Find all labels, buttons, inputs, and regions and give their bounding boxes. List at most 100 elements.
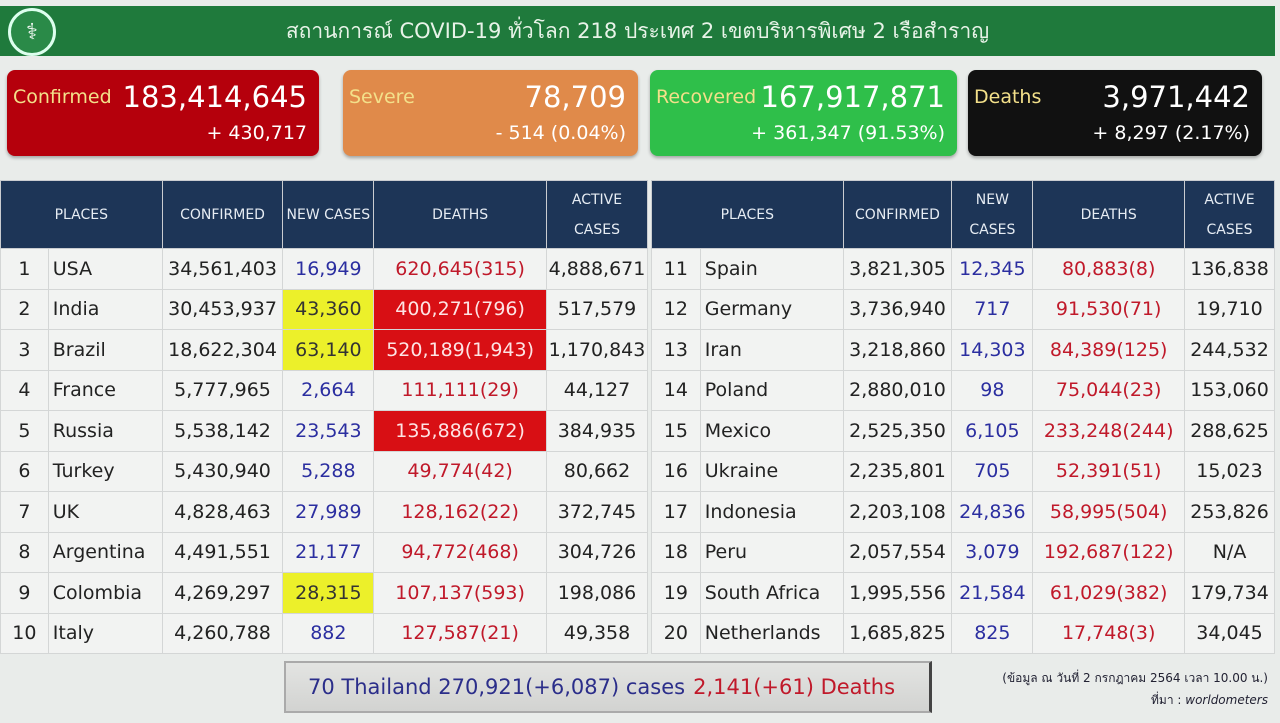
place-cell: Peru (699, 531, 844, 573)
source-name: worldometers (1185, 693, 1268, 707)
card-change: + 430,717 (206, 122, 307, 144)
new-cell: 21,177 (282, 531, 375, 573)
deaths-cell: 61,029(382) (1032, 572, 1186, 614)
rank-cell: 18 (651, 531, 701, 573)
confirmed-cell: 18,622,304 (161, 329, 284, 371)
place-cell: Russia (47, 410, 163, 452)
rank-cell: 2 (0, 288, 49, 330)
confirmed-cell: 34,561,403 (161, 248, 284, 290)
place-cell: India (47, 288, 163, 330)
table-row: 16 Ukraine 2,235,801 705 52,391(51) 15,023 (651, 450, 1275, 492)
table-row: 4 France 5,777,965 2,664 111,111(29) 44,127 (0, 369, 649, 411)
confirmed-cell: 4,269,297 (161, 572, 284, 614)
new-cell: 28,315 (282, 572, 375, 614)
column-header: NEW CASES (282, 180, 375, 249)
column-header: CONFIRMED (842, 180, 953, 249)
confirmed-cell: 2,880,010 (842, 369, 953, 411)
deaths-card: Deaths 3,971,442 + 8,297 (2.17%) (968, 70, 1262, 156)
confirmed-cell: 2,235,801 (842, 450, 953, 492)
confirmed-cell: 3,821,305 (842, 248, 953, 290)
new-cell: 717 (951, 288, 1034, 330)
active-cell: 4,888,671 (545, 248, 649, 290)
active-cell: 80,662 (545, 450, 649, 492)
rank-cell: 4 (0, 369, 49, 411)
confirmed-cell: 5,430,940 (161, 450, 284, 492)
table-row: 10 Italy 4,260,788 882 127,587(21) 49,358 (0, 612, 649, 654)
confirmed-cell: 2,057,554 (842, 531, 953, 573)
rank-cell: 13 (651, 329, 701, 371)
deaths-cell: 233,248(244) (1032, 410, 1186, 452)
place-cell: Italy (47, 612, 163, 654)
rank-cell: 8 (0, 531, 49, 573)
thailand-deaths: 2,141(+61) Deaths (693, 675, 896, 699)
ministry-logo-icon: ⚕ (8, 8, 56, 56)
deaths-cell: 84,389(125) (1032, 329, 1186, 371)
new-cell: 6,105 (951, 410, 1034, 452)
new-cell: 12,345 (951, 248, 1034, 290)
new-cell: 882 (282, 612, 375, 654)
deaths-cell: 192,687(122) (1032, 531, 1186, 573)
active-cell: 384,935 (545, 410, 649, 452)
deaths-cell: 128,162(22) (373, 491, 547, 533)
rank-cell: 11 (651, 248, 701, 290)
place-cell: Indonesia (699, 491, 844, 533)
place-cell: Iran (699, 329, 844, 371)
place-cell: USA (47, 248, 163, 290)
deaths-cell: 94,772(468) (373, 531, 547, 573)
table-row: 17 Indonesia 2,203,108 24,836 58,995(504) 253… (651, 491, 1275, 533)
place-cell: Netherlands (699, 612, 844, 654)
column-header: DEATHS (1032, 180, 1186, 249)
new-cell: 23,543 (282, 410, 375, 452)
active-cell: 179,734 (1184, 572, 1275, 614)
deaths-cell: 80,883(8) (1032, 248, 1186, 290)
rank-cell: 5 (0, 410, 49, 452)
confirmed-cell: 1,995,556 (842, 572, 953, 614)
active-cell: 288,625 (1184, 410, 1275, 452)
data-date: (ข้อมูล ณ วันที่ 2 กรกฎาคม 2564 เวลา 10.… (1002, 671, 1268, 685)
table-header: PLACES CONFIRMED NEW CASES DEATHS ACTIVE CAS… (0, 180, 649, 249)
new-cell: 24,836 (951, 491, 1034, 533)
card-value: 78,709 (524, 80, 626, 114)
card-change: - 514 (0.04%) (495, 122, 626, 144)
card-change: + 8,297 (2.17%) (1092, 122, 1250, 144)
new-cell: 16,949 (282, 248, 375, 290)
severe-card: Severe 78,709 - 514 (0.04%) (343, 70, 638, 156)
table-row: 5 Russia 5,538,142 23,543 135,886(672) 384,93… (0, 410, 649, 452)
new-cell: 43,360 (282, 288, 375, 330)
left-country-table: PLACES CONFIRMED NEW CASES DEATHS ACTIVE CAS… (0, 180, 649, 654)
deaths-cell: 17,748(3) (1032, 612, 1186, 654)
recovered-card: Recovered 167,917,871 + 361,347 (91.53%) (650, 70, 957, 156)
column-header: PLACES (0, 180, 163, 249)
active-cell: 136,838 (1184, 248, 1275, 290)
confirmed-cell: 30,453,937 (161, 288, 284, 330)
source-label: ที่มา : (1151, 693, 1182, 707)
deaths-cell: 91,530(71) (1032, 288, 1186, 330)
deaths-cell: 58,995(504) (1032, 491, 1186, 533)
confirmed-cell: 4,491,551 (161, 531, 284, 573)
table-header: PLACES CONFIRMED NEW CASES DEATHS ACTIVE CAS… (651, 180, 1275, 249)
table-row: 13 Iran 3,218,860 14,303 84,389(125) 244,532 (651, 329, 1275, 371)
active-cell: 253,826 (1184, 491, 1275, 533)
deaths-cell: 400,271(796) (373, 288, 547, 330)
rank-cell: 9 (0, 572, 49, 614)
active-cell: 49,358 (545, 612, 649, 654)
place-cell: Mexico (699, 410, 844, 452)
deaths-cell: 135,886(672) (373, 410, 547, 452)
active-cell: 1,170,843 (545, 329, 649, 371)
table-row: 9 Colombia 4,269,297 28,315 107,137(593) 198,… (0, 572, 649, 614)
new-cell: 98 (951, 369, 1034, 411)
table-row: 7 UK 4,828,463 27,989 128,162(22) 372,745 (0, 491, 649, 533)
table-row: 20 Netherlands 1,685,825 825 17,748(3) 34,045 (651, 612, 1275, 654)
column-header: CONFIRMED (161, 180, 284, 249)
table-row: 11 Spain 3,821,305 12,345 80,883(8) 136,838 (651, 248, 1275, 290)
new-cell: 3,079 (951, 531, 1034, 573)
confirmed-cell: 1,685,825 (842, 612, 953, 654)
deaths-cell: 52,391(51) (1032, 450, 1186, 492)
table-row: 14 Poland 2,880,010 98 75,044(23) 153,060 (651, 369, 1275, 411)
rank-cell: 20 (651, 612, 701, 654)
column-header: ACTIVE CASES (1184, 180, 1275, 249)
rank-cell: 15 (651, 410, 701, 452)
place-cell: Argentina (47, 531, 163, 573)
new-cell: 5,288 (282, 450, 375, 492)
table-row: 6 Turkey 5,430,940 5,288 49,774(42) 80,662 (0, 450, 649, 492)
